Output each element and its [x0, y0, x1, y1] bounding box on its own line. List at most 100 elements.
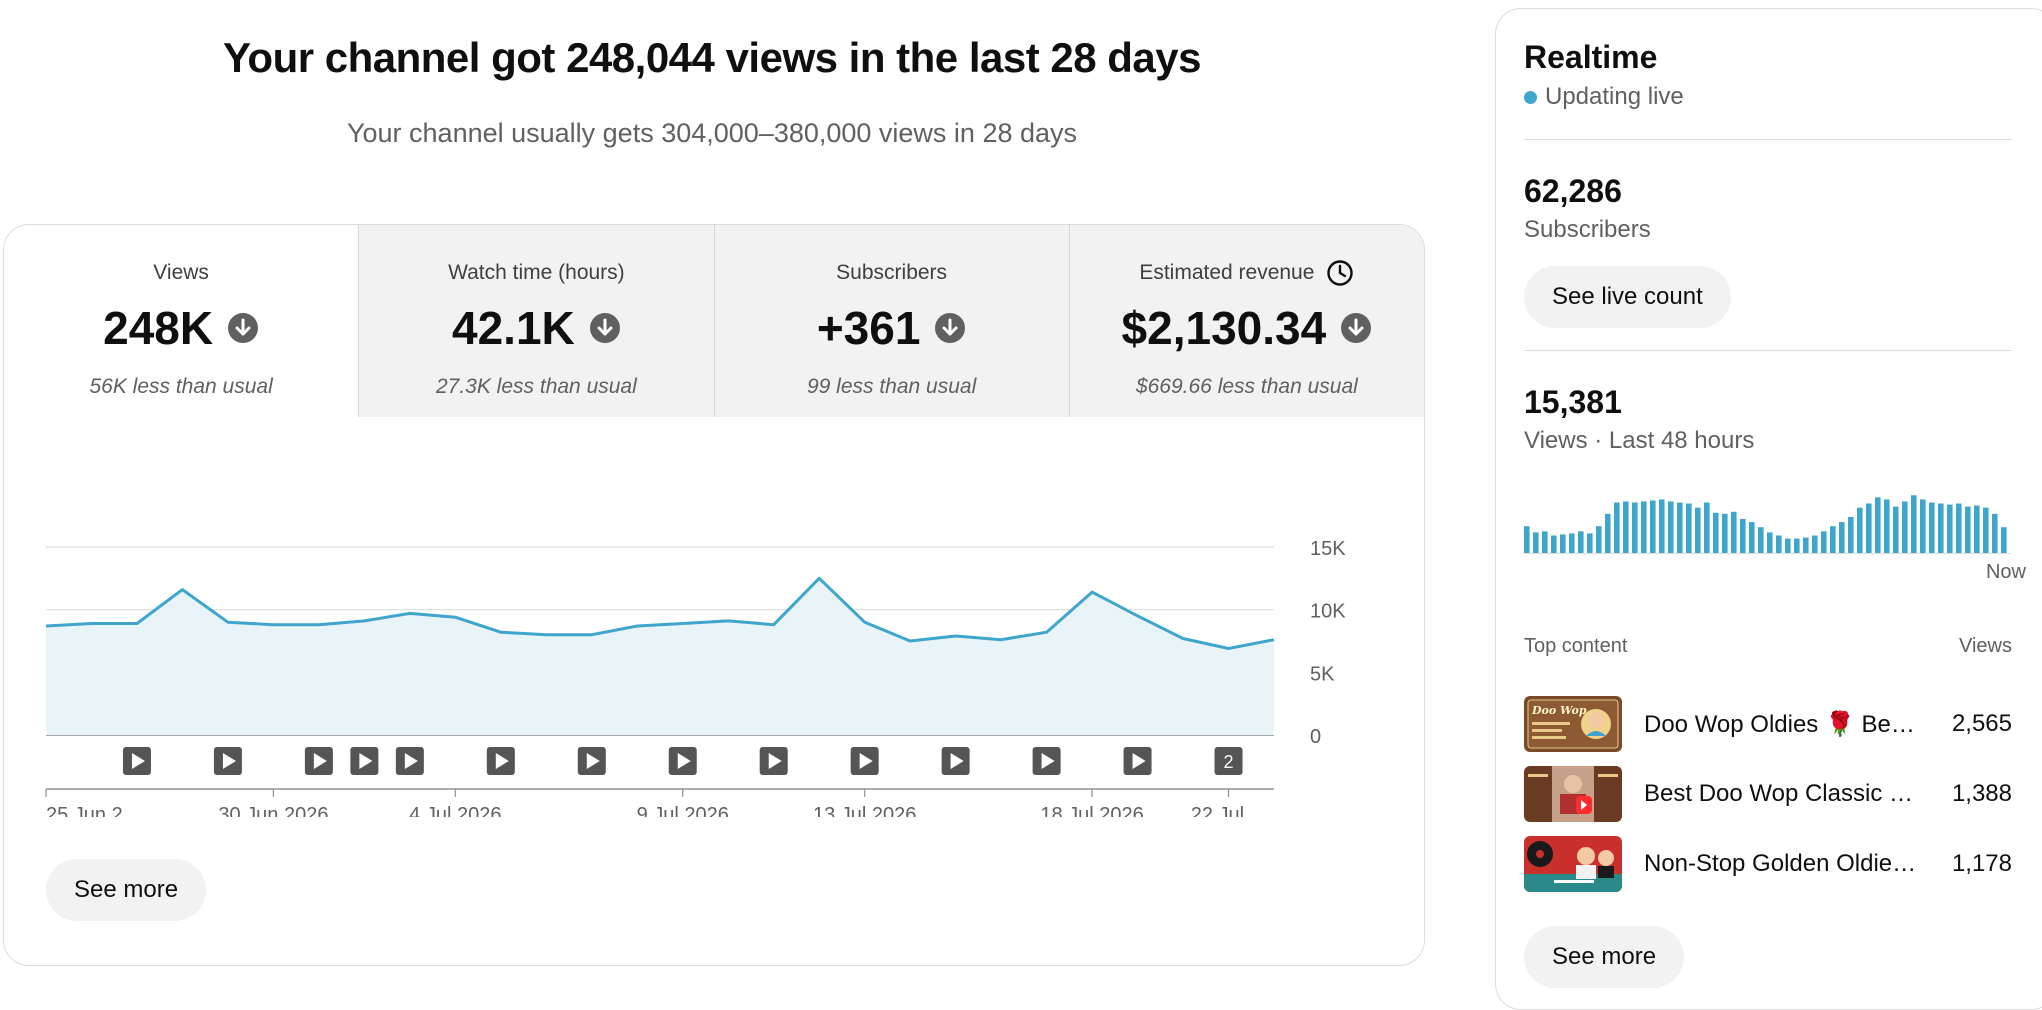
golden-oldies-thumbnail-image [1524, 836, 1622, 892]
x-tick-label: 13 Jul 2026 [813, 804, 916, 817]
upload-marker-count: 2 [1224, 752, 1234, 772]
realtime-bar [1650, 500, 1656, 553]
play-icon [1041, 753, 1055, 769]
x-tick-label: 25 Jun 2... [46, 804, 139, 817]
x-tick-label: 9 Jul 2026 [637, 804, 729, 817]
realtime-bar [1893, 506, 1899, 553]
play-icon [131, 753, 145, 769]
realtime-bar [1578, 531, 1584, 553]
realtime-bar [1839, 522, 1845, 553]
realtime-bar [1974, 505, 1980, 553]
page-subheadline: Your channel usually gets 304,000–380,00… [346, 118, 1078, 148]
tab-note: 99 less than usual [806, 375, 977, 398]
realtime-bar [1884, 499, 1890, 553]
realtime-bar [1866, 503, 1872, 553]
now-label: Now [1985, 561, 2026, 583]
realtime-bar [1668, 501, 1674, 553]
realtime-card: Realtime Updating live 62,286 Subscriber… [1495, 8, 2042, 1010]
realtime-bar [1560, 534, 1566, 553]
play-icon [1132, 753, 1146, 769]
realtime-bar [1938, 503, 1944, 553]
realtime-bar [1965, 506, 1971, 553]
realtime-bar [1992, 513, 1998, 553]
metric-tabs: Views 248K 56K less than usual Watch tim… [4, 225, 1424, 417]
tab-label: Estimated revenue [1139, 261, 1315, 284]
divider [1524, 139, 2012, 140]
clock-icon [1327, 260, 1354, 286]
top-content-item[interactable]: Doo Wop Doo Wop Oldies 🌹 Best Doo Wop So… [1524, 696, 2012, 754]
realtime-bar [2001, 527, 2007, 553]
tab-note: 27.3K less than usual [435, 375, 637, 398]
tab-note: $669.66 less than usual [1135, 375, 1358, 398]
play-icon [222, 753, 236, 769]
top-content-item[interactable]: Non-Stop Golden Oldies Hits 1,178 [1524, 836, 2012, 894]
tab-value: +361 [816, 302, 921, 354]
top-content-item[interactable]: Best Doo Wop Classic Hits 1,388 [1524, 766, 2012, 824]
realtime-bar [1533, 532, 1539, 553]
realtime-title: Realtime [1524, 39, 1658, 75]
divider [1524, 350, 2012, 351]
realtime-bar [1524, 526, 1530, 553]
video-thumbnail [1524, 836, 1622, 892]
tab-estimated-revenue[interactable]: Estimated revenue $2,130.34 $669.66 less… [1068, 225, 1424, 417]
realtime-bar [1947, 504, 1953, 553]
top-content-label: Top content [1524, 635, 1628, 657]
tab-label: Subscribers [836, 261, 948, 284]
arrow-down-circle-icon [228, 313, 259, 343]
upload-marker-icon [1214, 747, 1243, 775]
video-thumbnail: Doo Wop [1524, 696, 1622, 752]
realtime-bar [1749, 522, 1755, 553]
see-more-button[interactable]: See more [46, 859, 207, 921]
realtime-bar [1911, 495, 1917, 553]
y-tick-label: 10K [1310, 601, 1346, 623]
realtime-bar [1542, 531, 1548, 553]
realtime-bar [1623, 501, 1629, 553]
realtime-bar [1785, 538, 1791, 553]
realtime-views-label: Views · Last 48 hours [1524, 427, 1755, 454]
play-icon [768, 753, 782, 769]
top-content-see-more-button[interactable]: See more [1524, 926, 1685, 988]
realtime-bar [1830, 526, 1836, 553]
video-views: 1,388 [1951, 780, 2012, 807]
realtime-bar [1812, 535, 1818, 553]
tab-label: Watch time (hours) [448, 261, 625, 284]
realtime-bar [1686, 503, 1692, 553]
subscriber-count: 62,286 [1524, 173, 1622, 209]
subscriber-label: Subscribers [1524, 216, 1651, 243]
y-tick-label: 0 [1310, 726, 1321, 748]
realtime-bar [1758, 527, 1764, 553]
realtime-bar [1848, 516, 1854, 553]
arrow-down-circle-icon [589, 313, 620, 343]
tab-watch-time[interactable]: Watch time (hours) 42.1K 27.3K less than… [358, 225, 714, 417]
views-chart: 15K 10K 5K 0 2 25 Jun 2... 30 Jun 2026 4 Jul 20… [45, 538, 1346, 817]
realtime-bar [1641, 501, 1647, 553]
tab-subscribers[interactable]: Subscribers +361 99 less than usual [713, 225, 1069, 417]
see-live-count-button[interactable]: See live count [1524, 266, 1731, 328]
realtime-bar [1632, 502, 1638, 553]
tab-value: 42.1K [452, 302, 575, 354]
realtime-bar [1659, 499, 1665, 553]
x-tick-label: 4 Jul 2026 [409, 804, 501, 817]
thumbnail-caption: Doo Wop [1531, 704, 1587, 717]
realtime-bar [1929, 502, 1935, 553]
play-icon [677, 753, 691, 769]
live-status-label: Updating live [1545, 83, 1684, 110]
realtime-bar [1704, 502, 1710, 553]
tab-views[interactable]: Views 248K 56K less than usual [4, 225, 359, 417]
arrow-down-circle-icon [935, 313, 966, 343]
arrow-down-circle-icon [1341, 313, 1372, 343]
play-icon [859, 753, 873, 769]
realtime-bar [1722, 513, 1728, 553]
views-area [46, 578, 1274, 735]
realtime-bar [1587, 533, 1593, 553]
video-views: 1,178 [1951, 850, 2012, 877]
realtime-bar [1713, 512, 1719, 553]
page-headline: Your channel got 248,044 views in the la… [223, 34, 1201, 81]
realtime-views-count: 15,381 [1524, 384, 1622, 420]
video-title: Doo Wop Oldies 🌹 Best Doo Wop Songs [1644, 711, 1924, 738]
play-icon [586, 753, 600, 769]
tab-value: $2,130.34 [1121, 302, 1327, 354]
video-title: Non-Stop Golden Oldies Hits [1644, 850, 1924, 877]
realtime-bar [1902, 501, 1908, 553]
realtime-bar [1614, 502, 1620, 553]
